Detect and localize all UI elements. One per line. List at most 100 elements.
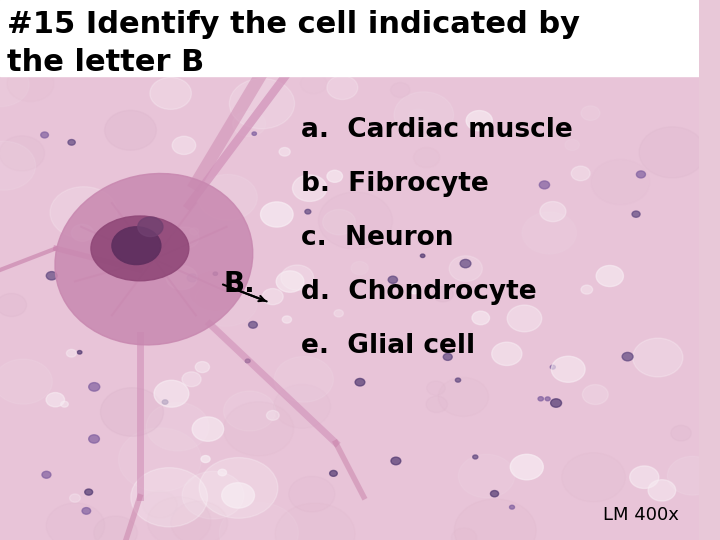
Text: B.: B.	[224, 269, 256, 298]
Circle shape	[596, 266, 624, 287]
Circle shape	[246, 359, 250, 363]
Circle shape	[89, 383, 100, 391]
Circle shape	[187, 274, 197, 282]
Circle shape	[279, 147, 290, 156]
Circle shape	[148, 497, 211, 540]
Text: b.  Fibrocyte: b. Fibrocyte	[301, 171, 488, 197]
Circle shape	[194, 278, 258, 326]
Text: LM 400x: LM 400x	[603, 506, 678, 524]
Circle shape	[444, 354, 452, 360]
Circle shape	[85, 489, 93, 495]
Circle shape	[633, 338, 683, 377]
Circle shape	[218, 469, 227, 476]
Circle shape	[201, 456, 210, 463]
Circle shape	[433, 286, 454, 302]
Circle shape	[60, 401, 68, 407]
Circle shape	[191, 272, 240, 310]
Circle shape	[182, 471, 244, 519]
Circle shape	[94, 516, 138, 540]
Circle shape	[639, 127, 706, 178]
Circle shape	[172, 136, 196, 154]
Circle shape	[112, 227, 161, 265]
Circle shape	[330, 470, 337, 476]
Circle shape	[305, 210, 311, 214]
Circle shape	[545, 397, 550, 401]
Circle shape	[68, 139, 76, 145]
Circle shape	[327, 170, 343, 183]
Circle shape	[104, 110, 156, 150]
Circle shape	[133, 244, 150, 258]
Circle shape	[0, 63, 29, 106]
Circle shape	[327, 76, 358, 99]
Circle shape	[667, 456, 718, 495]
Circle shape	[101, 388, 163, 436]
Circle shape	[171, 501, 228, 540]
Circle shape	[275, 503, 355, 540]
Circle shape	[252, 132, 256, 136]
Circle shape	[510, 454, 544, 480]
Circle shape	[192, 417, 224, 441]
Circle shape	[582, 384, 608, 404]
Circle shape	[46, 503, 104, 540]
Circle shape	[230, 78, 294, 129]
Circle shape	[671, 426, 691, 441]
Circle shape	[571, 166, 590, 181]
Circle shape	[46, 272, 57, 280]
Circle shape	[289, 476, 335, 512]
Circle shape	[391, 457, 401, 465]
Circle shape	[459, 454, 515, 498]
Circle shape	[539, 181, 549, 189]
Circle shape	[622, 353, 633, 361]
Circle shape	[213, 272, 217, 275]
Circle shape	[581, 285, 593, 294]
Circle shape	[171, 227, 199, 248]
Circle shape	[426, 396, 447, 413]
Circle shape	[420, 254, 425, 258]
Circle shape	[71, 225, 94, 241]
Circle shape	[66, 349, 76, 357]
Circle shape	[427, 381, 445, 395]
Circle shape	[466, 111, 492, 131]
Circle shape	[323, 210, 356, 235]
Circle shape	[300, 73, 327, 94]
Circle shape	[449, 256, 482, 281]
Circle shape	[154, 380, 189, 407]
Text: c.  Neuron: c. Neuron	[301, 225, 454, 251]
Circle shape	[41, 132, 48, 138]
Circle shape	[0, 136, 45, 171]
Circle shape	[199, 457, 278, 518]
Circle shape	[394, 92, 454, 138]
Circle shape	[451, 528, 477, 540]
Circle shape	[408, 284, 420, 294]
Circle shape	[318, 192, 392, 249]
Circle shape	[222, 483, 255, 508]
Text: the letter B: the letter B	[7, 48, 204, 77]
Circle shape	[636, 171, 645, 178]
Bar	[0, 0, 699, 76]
Circle shape	[7, 65, 54, 102]
Circle shape	[262, 288, 283, 305]
Circle shape	[292, 175, 327, 201]
Circle shape	[0, 141, 35, 190]
Circle shape	[0, 293, 27, 316]
Circle shape	[274, 384, 330, 428]
Circle shape	[233, 111, 266, 137]
Circle shape	[632, 211, 640, 217]
Circle shape	[131, 468, 207, 527]
Circle shape	[472, 311, 490, 325]
Circle shape	[248, 321, 257, 328]
Circle shape	[189, 228, 199, 235]
Circle shape	[89, 435, 99, 443]
Circle shape	[0, 359, 53, 404]
Text: a.  Cardiac muscle: a. Cardiac muscle	[301, 117, 572, 143]
Circle shape	[220, 502, 298, 540]
Circle shape	[551, 399, 562, 407]
Circle shape	[460, 259, 471, 268]
Circle shape	[630, 466, 659, 489]
Text: d.  Chondrocyte: d. Chondrocyte	[301, 279, 536, 305]
Circle shape	[581, 106, 600, 120]
Circle shape	[261, 202, 293, 227]
Circle shape	[492, 342, 522, 366]
Circle shape	[281, 265, 314, 291]
Circle shape	[510, 505, 515, 509]
